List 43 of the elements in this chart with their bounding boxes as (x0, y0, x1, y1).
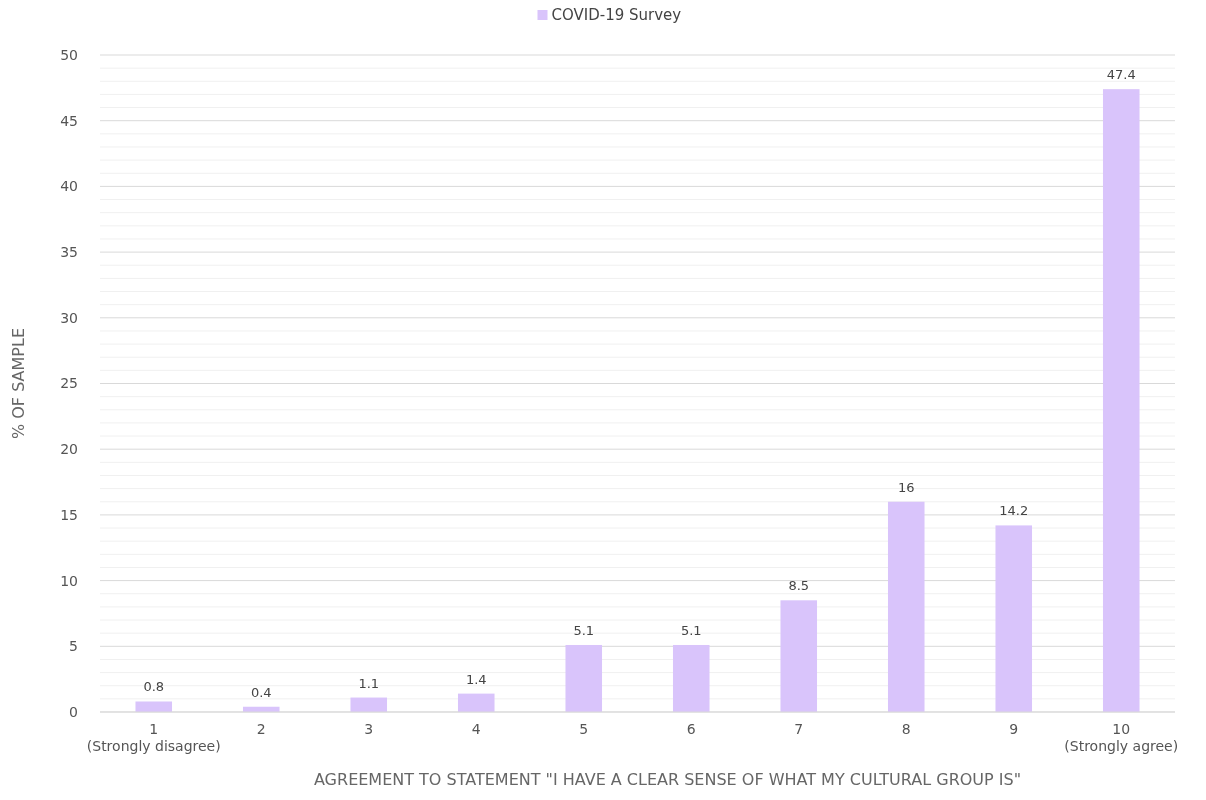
y-tick-label: 50 (60, 46, 78, 63)
x-axis-title: AGREEMENT TO STATEMENT "I HAVE A CLEAR SENSE OF WHAT MY CULTURAL GROUP IS" (313, 770, 1022, 789)
y-tick-label: 5 (69, 638, 78, 655)
y-tick-label: 15 (60, 506, 78, 523)
y-tick-label: 20 (60, 441, 78, 458)
x-tick-label: 3 (364, 721, 374, 737)
x-tick-label: 4 (471, 721, 481, 737)
y-tick-label: 45 (60, 112, 78, 129)
data-label: 47.4 (1106, 67, 1136, 83)
data-label: 0.4 (250, 684, 272, 700)
x-tick-label: 6 (686, 721, 696, 737)
y-axis-title: % OF SAMPLE (9, 327, 28, 440)
y-tick-label: 35 (60, 244, 78, 260)
bar (1102, 89, 1140, 712)
bar (995, 525, 1033, 712)
x-tick-label: 5 (579, 721, 589, 737)
x-tick-label: 10 (Strongly agree) (1064, 721, 1179, 754)
data-label: 14.2 (999, 503, 1029, 519)
data-label: 8.5 (788, 578, 810, 594)
x-tick-label: 8 (901, 721, 911, 737)
bar (565, 644, 603, 712)
data-label: 5.1 (573, 622, 595, 638)
bar (135, 701, 173, 712)
y-tick-label: 40 (60, 178, 78, 195)
x-tick-label: 9 (1009, 721, 1019, 737)
x-tick-label: 7 (794, 721, 804, 737)
data-label: 16 (897, 479, 915, 495)
y-tick-label: 0 (69, 703, 78, 720)
data-label: 1.4 (465, 671, 487, 687)
y-tick-label: 25 (60, 375, 78, 392)
x-tick-label: 2 (256, 721, 266, 737)
data-label: 0.8 (143, 679, 165, 695)
bar (457, 693, 495, 712)
bar (780, 600, 818, 712)
y-tick-label: 30 (60, 309, 78, 326)
data-label: 1.1 (358, 675, 380, 691)
bar (887, 501, 925, 712)
data-label: 5.1 (680, 622, 702, 638)
bar (350, 697, 388, 712)
x-tick-label: 1 (Strongly disagree) (86, 721, 221, 754)
bar (672, 644, 710, 712)
legend-label: COVID-19 Survey (551, 6, 682, 24)
y-tick-label: 10 (60, 572, 78, 589)
